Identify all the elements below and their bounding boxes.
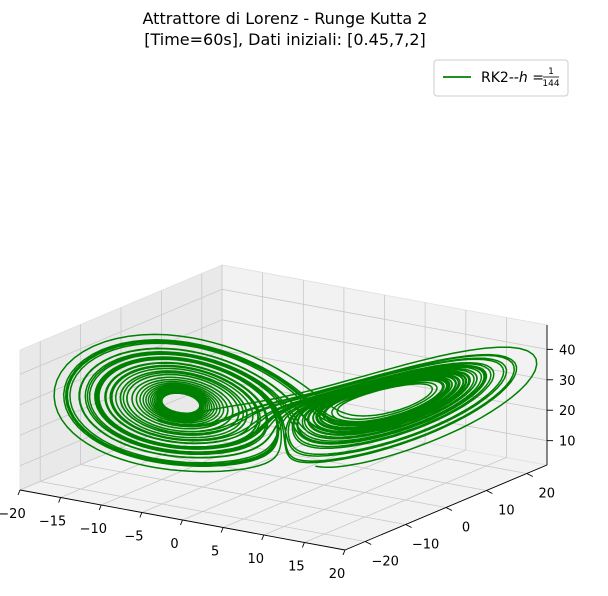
axes-3d: −20 −15 −10 −5 0 5 10 15 20 −20 −10 0 10 20 10 20 30 40 (0, 264, 576, 582)
x-tick (301, 542, 305, 548)
tick-labels: −20 −15 −10 −5 0 5 10 15 20 −20 −10 0 10 20 10 20 30 40 (0, 343, 576, 582)
y-tick (526, 473, 534, 477)
x-tick-label: 5 (211, 545, 219, 560)
y-tick-label: 0 (462, 521, 470, 536)
x-tick (342, 549, 346, 556)
x-gridline (304, 317, 507, 543)
axis-lines (17, 325, 553, 556)
y-tick (445, 507, 453, 511)
x-tick-label: 10 (248, 552, 265, 567)
legend-prefix: RK2-- (481, 70, 519, 86)
x-tick (180, 519, 183, 526)
y-gridline (80, 324, 406, 525)
legend-h-numerator: 1 (548, 67, 554, 77)
legend-equals: = (528, 70, 544, 86)
x-tick (17, 489, 21, 496)
z-gridline (19, 288, 548, 375)
x-gridline (60, 272, 264, 498)
y-tick (405, 524, 412, 528)
chart-title-line1: Attrattore di Lorenz - Runge Kutta 2 (143, 9, 428, 28)
legend-frame (433, 59, 569, 97)
x-tick (58, 497, 62, 503)
z-tick-label: 20 (559, 404, 576, 419)
legend-h-symbol: h (519, 70, 528, 86)
x-tick-label: −5 (124, 530, 143, 545)
x-gridline (222, 302, 426, 528)
legend-h-denominator: 144 (542, 79, 559, 89)
z-tick-label: 30 (559, 374, 576, 389)
y-tick (486, 490, 493, 494)
x-tick-label: 0 (170, 537, 178, 552)
y-tick (364, 541, 372, 545)
x-tick-label: 15 (288, 560, 305, 575)
x-tick (261, 534, 265, 541)
y-gridline (39, 341, 366, 542)
y-tick-label: 10 (498, 504, 515, 519)
z-tick-label: 40 (559, 343, 576, 358)
legend-label: RK2--h = (481, 70, 544, 86)
x-tick-label: −15 (39, 515, 66, 530)
chart-title-line2: [Time=60s], Dati iniziali: [0.45,7,2] (144, 30, 426, 49)
x-tick (98, 504, 102, 511)
x-tick-label: −20 (0, 507, 26, 522)
x-tick (139, 512, 143, 518)
y-tick-label: −20 (371, 555, 398, 570)
x-tick (220, 527, 224, 533)
x-tick-label: −10 (80, 522, 107, 537)
y-tick-label: −10 (412, 538, 439, 553)
z-gridline (19, 380, 548, 467)
lorenz-trajectory-line (53, 333, 538, 473)
y-tick-label: 20 (539, 487, 556, 502)
x-tick-label: 20 (329, 567, 346, 582)
legend: RK2--h = 1 144 (433, 59, 569, 97)
z-tick-label: 10 (559, 435, 576, 450)
